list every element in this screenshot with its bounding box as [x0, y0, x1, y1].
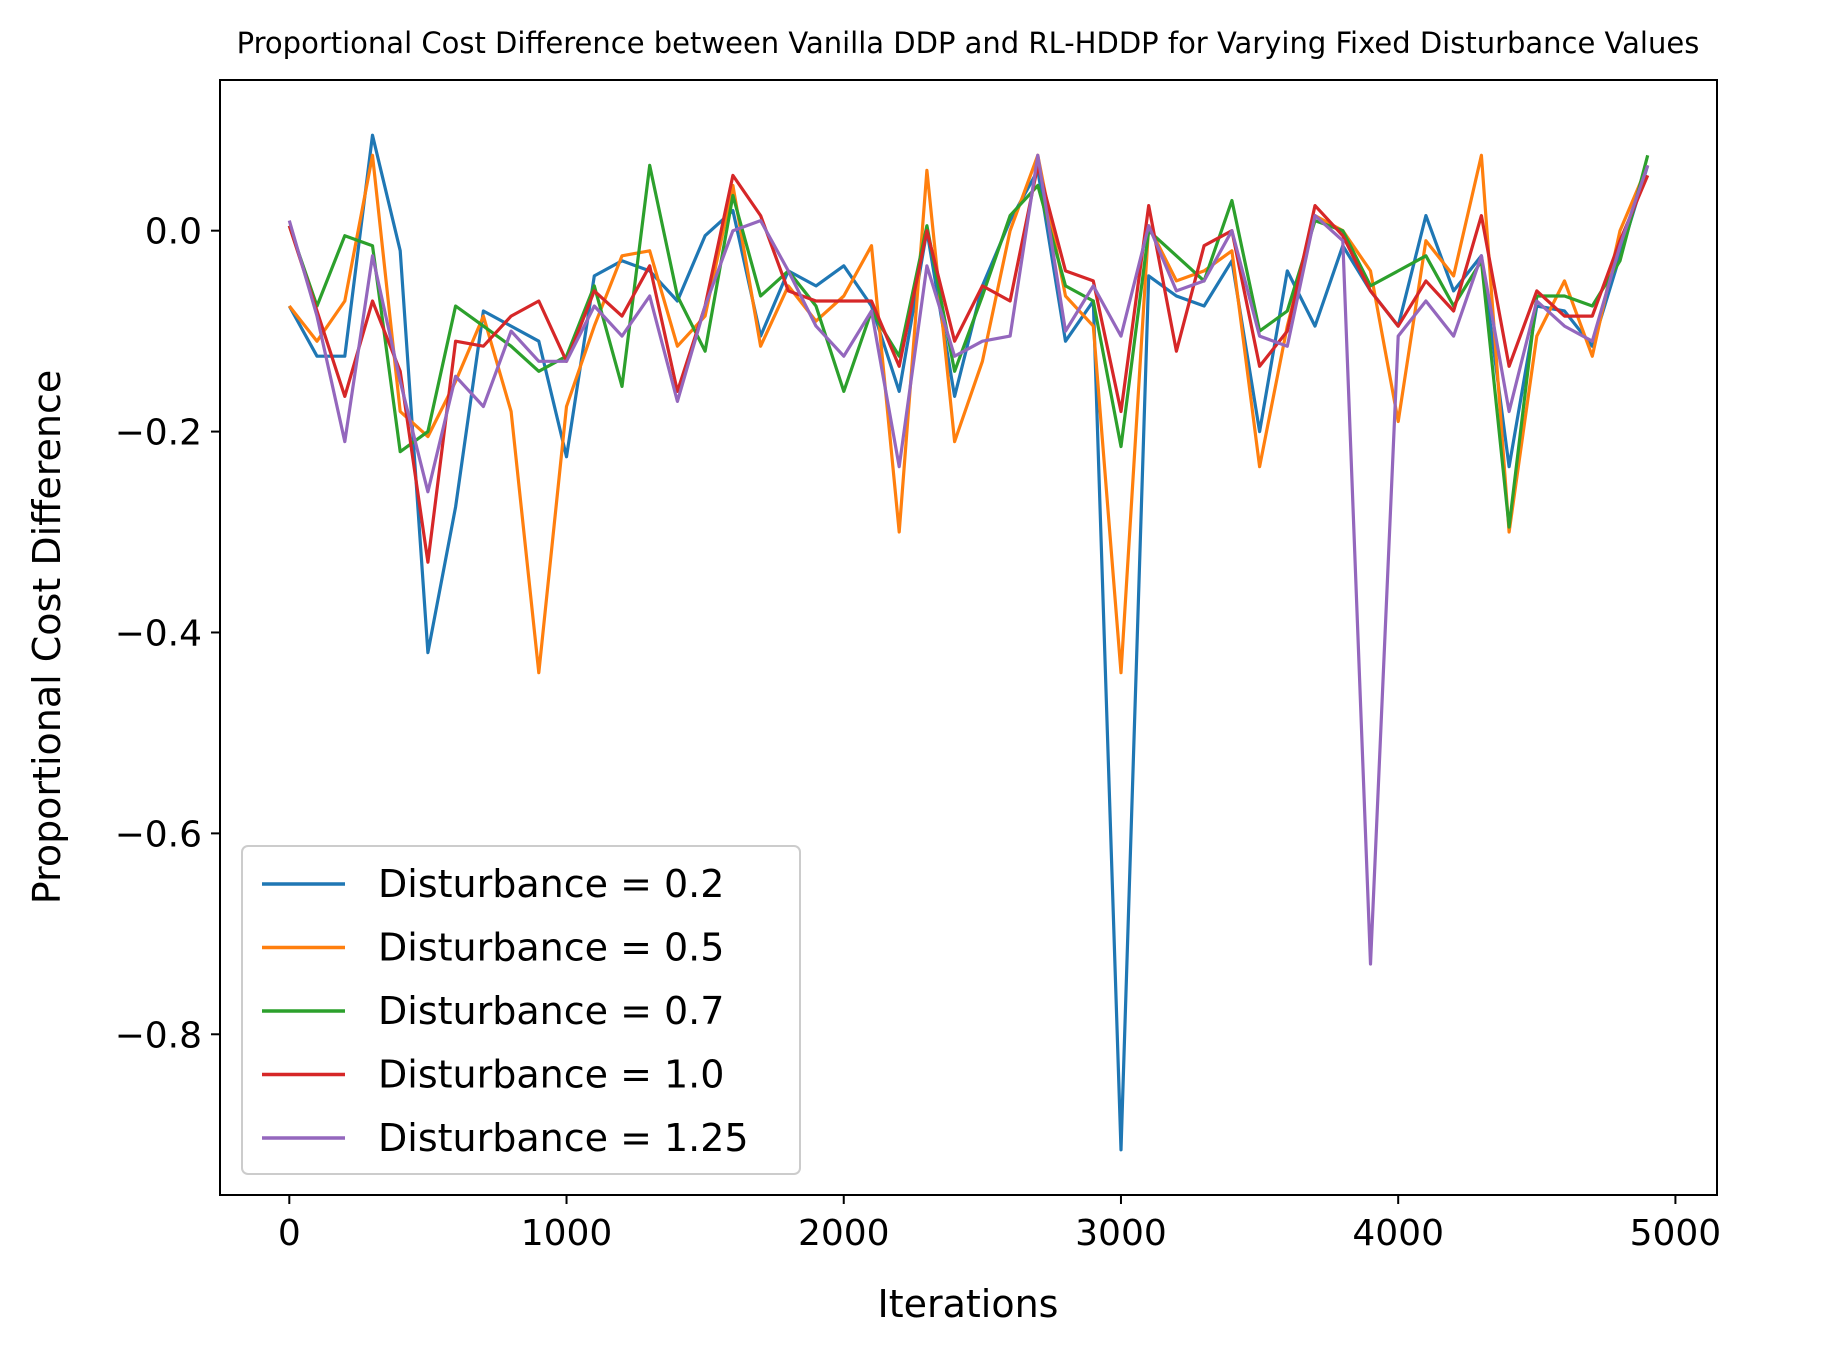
chart-title: Proportional Cost Difference between Van… — [237, 26, 1700, 60]
x-tick-label: 2000 — [798, 1213, 890, 1254]
x-tick-label: 3000 — [1075, 1213, 1167, 1254]
y-tick-label: −0.2 — [115, 413, 202, 454]
legend-box — [241, 845, 801, 1175]
legend-label: Disturbance = 0.2 — [378, 862, 724, 906]
x-axis-label: Iterations — [878, 1282, 1059, 1326]
plot-frame — [219, 79, 1718, 1196]
legend-label: Disturbance = 1.25 — [378, 1116, 749, 1160]
legend-label: Disturbance = 1.0 — [378, 1053, 724, 1097]
series-line — [287, 163, 1650, 564]
x-axis-ticks: 0 1000 2000 3000 4000 5000 — [278, 1195, 1721, 1254]
plot-area: 0 1000 2000 3000 4000 5000 0.0 −0.2 −0.4 −0.6 −0.… — [115, 79, 1721, 1254]
x-tick-label: 1000 — [521, 1213, 613, 1254]
y-tick-label: −0.8 — [115, 1015, 202, 1056]
y-tick-label: −0.6 — [115, 814, 202, 855]
x-tick-label: 4000 — [1352, 1213, 1444, 1254]
y-tick-label: −0.4 — [115, 613, 202, 654]
legend: Disturbance = 0.2 Disturbance = 0.5 Distur… — [241, 845, 801, 1175]
series-line — [287, 133, 1650, 1152]
y-axis-ticks: 0.0 −0.2 −0.4 −0.6 −0.8 — [115, 212, 220, 1056]
y-axis-label: Proportional Cost Difference — [25, 370, 69, 904]
series-line — [287, 153, 1650, 966]
x-tick-label: 5000 — [1630, 1213, 1722, 1254]
legend-label: Disturbance = 0.5 — [378, 926, 724, 970]
series-line — [287, 154, 1650, 529]
y-tick-label: 0.0 — [145, 212, 202, 253]
series-lines — [287, 133, 1650, 1152]
x-tick-label: 0 — [278, 1213, 301, 1254]
series-line — [288, 153, 1650, 675]
legend-label: Disturbance = 0.7 — [378, 989, 724, 1033]
